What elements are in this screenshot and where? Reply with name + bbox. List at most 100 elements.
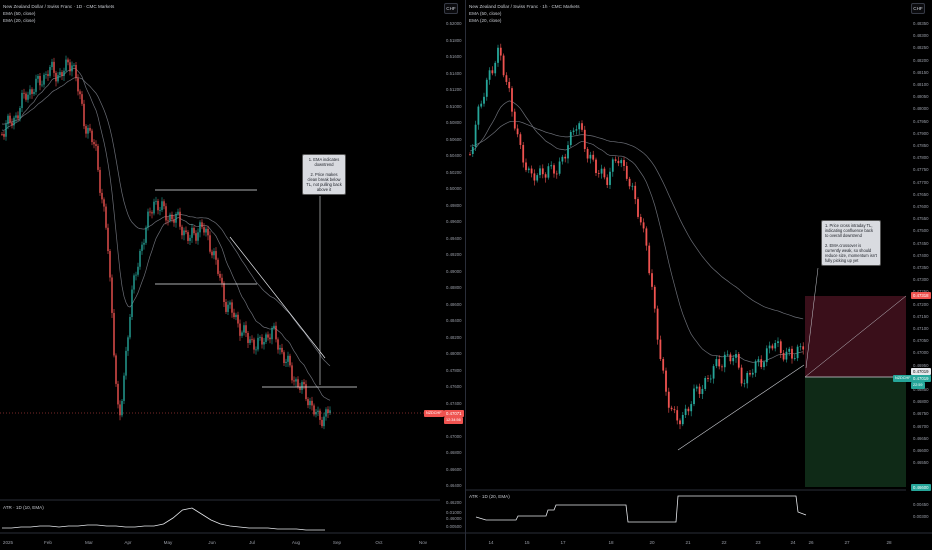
daily-candle bbox=[225, 302, 227, 312]
daily-candle bbox=[277, 339, 279, 350]
daily-candle bbox=[69, 62, 71, 72]
price-axis-tick: 0.47800 bbox=[446, 367, 462, 373]
hourly-candle bbox=[681, 414, 684, 425]
daily-candle bbox=[219, 273, 221, 278]
hourly-currency-button[interactable]: CHF bbox=[911, 3, 925, 14]
daily-candle bbox=[107, 227, 109, 251]
hourly-symbol-title[interactable]: New Zealand Dollar / Swiss Franc · 1h · … bbox=[469, 4, 580, 9]
daily-candle bbox=[139, 250, 141, 267]
daily-ema20-legend[interactable]: EMA (20, close) bbox=[3, 18, 36, 23]
price-axis-tick: 0.46400 bbox=[446, 483, 462, 488]
hourly-candle bbox=[749, 372, 751, 375]
daily-candle bbox=[257, 337, 259, 350]
hourly-candle bbox=[754, 361, 757, 373]
hourly-candle bbox=[485, 79, 488, 97]
price-axis-tick: 0.47500 bbox=[913, 228, 929, 234]
daily-candle bbox=[103, 199, 105, 207]
daily-candle bbox=[293, 380, 295, 382]
daily-candle bbox=[165, 206, 167, 221]
daily-candle bbox=[1, 134, 3, 135]
daily-candle bbox=[247, 332, 249, 343]
hourly-ema50-legend[interactable]: EMA (50, close) bbox=[469, 11, 502, 16]
hourly-candle bbox=[782, 353, 785, 360]
hourly-candle bbox=[673, 409, 676, 411]
daily-analysis-note[interactable]: 1. EMA indicates downtrend 2. Price make… bbox=[302, 154, 346, 195]
time-axis-tick: 17 bbox=[560, 540, 566, 545]
daily-candle bbox=[249, 339, 251, 343]
daily-candle bbox=[93, 142, 95, 145]
hourly-candle bbox=[539, 168, 541, 176]
hourly-candle bbox=[555, 173, 558, 175]
hourly-candle bbox=[519, 134, 522, 145]
daily-candle bbox=[253, 339, 255, 350]
intraday-trend-line bbox=[677, 364, 805, 451]
daily-candle bbox=[83, 103, 85, 127]
daily-chart-canvas[interactable] bbox=[0, 0, 465, 550]
daily-symbol-tag: NZDCHF bbox=[424, 410, 444, 417]
price-axis-tick: 0.49600 bbox=[446, 219, 462, 224]
price-axis-tick: 0.47850 bbox=[913, 143, 929, 148]
daily-candle bbox=[183, 230, 185, 236]
hourly-ema20-legend[interactable]: EMA (20, close) bbox=[469, 18, 502, 23]
hourly-candle bbox=[732, 357, 735, 362]
daily-candle bbox=[235, 314, 237, 318]
hourly-atr-legend[interactable]: ATR · 1D (20, EMA) bbox=[469, 494, 510, 499]
daily-chart-panel[interactable]: New Zealand Dollar / Swiss Franc · 1D · … bbox=[0, 0, 466, 550]
daily-candle bbox=[143, 242, 145, 245]
daily-candle bbox=[91, 130, 93, 143]
hourly-candle bbox=[693, 388, 695, 405]
hourly-candle bbox=[701, 388, 704, 394]
hourly-chart-panel[interactable]: New Zealand Dollar / Swiss Franc · 1h · … bbox=[466, 0, 932, 550]
daily-candle bbox=[147, 211, 149, 228]
price-axis-tick: 0.48400 bbox=[446, 318, 462, 323]
price-axis-tick: 0.46700 bbox=[913, 423, 929, 429]
price-axis-tick: 0.48200 bbox=[913, 57, 929, 63]
hourly-candle bbox=[707, 377, 709, 379]
price-axis-tick: 0.47000 bbox=[913, 350, 929, 356]
hourly-candle bbox=[561, 156, 564, 162]
hourly-candle bbox=[760, 359, 763, 368]
daily-candle bbox=[133, 275, 135, 290]
daily-candle bbox=[159, 209, 161, 211]
hourly-candle bbox=[721, 366, 723, 368]
daily-candle bbox=[45, 74, 47, 76]
price-axis-tick: 0.47400 bbox=[913, 252, 929, 258]
daily-candle bbox=[71, 65, 73, 72]
daily-candle bbox=[117, 383, 119, 405]
daily-candle bbox=[203, 227, 205, 233]
price-axis-tick: 0.51800 bbox=[446, 37, 462, 43]
hourly-candle bbox=[511, 88, 513, 112]
price-axis-tick: 0.46600 bbox=[446, 466, 462, 472]
price-axis-tick: 0.47350 bbox=[913, 265, 929, 270]
hourly-candle bbox=[572, 130, 575, 132]
daily-candle bbox=[33, 91, 35, 94]
daily-currency-button[interactable]: CHF bbox=[444, 3, 458, 14]
daily-candle bbox=[35, 78, 37, 92]
hourly-candle bbox=[695, 386, 698, 389]
daily-candle bbox=[5, 124, 7, 137]
daily-ema50-legend[interactable]: EMA (50, close) bbox=[3, 11, 36, 16]
hourly-atr-tick: 0.00300 bbox=[913, 514, 929, 519]
daily-candle bbox=[3, 134, 5, 137]
daily-candle bbox=[301, 382, 303, 390]
hourly-chart-canvas[interactable] bbox=[466, 0, 932, 550]
daily-candle bbox=[127, 337, 129, 351]
hourly-candle bbox=[791, 348, 793, 359]
hourly-candle bbox=[648, 245, 651, 274]
daily-candle bbox=[295, 379, 297, 382]
daily-candle bbox=[7, 115, 9, 125]
hourly-candle bbox=[634, 185, 637, 200]
hourly-analysis-note[interactable]: 1. Price cross intraday TL, indicating c… bbox=[821, 220, 881, 266]
hourly-candle bbox=[480, 103, 483, 107]
daily-candle bbox=[273, 325, 275, 329]
daily-atr-legend[interactable]: ATR · 1D (10, EMA) bbox=[3, 505, 44, 510]
price-axis-tick: 0.47600 bbox=[446, 384, 462, 389]
hourly-candle bbox=[679, 420, 681, 425]
ema20-line bbox=[1, 67, 331, 401]
daily-candle bbox=[329, 410, 331, 413]
daily-candle bbox=[157, 200, 159, 211]
hourly-candle bbox=[471, 147, 474, 154]
hourly-candle bbox=[779, 341, 782, 354]
hourly-candle bbox=[743, 383, 746, 385]
daily-symbol-title[interactable]: New Zealand Dollar / Swiss Franc · 1D · … bbox=[3, 4, 115, 9]
